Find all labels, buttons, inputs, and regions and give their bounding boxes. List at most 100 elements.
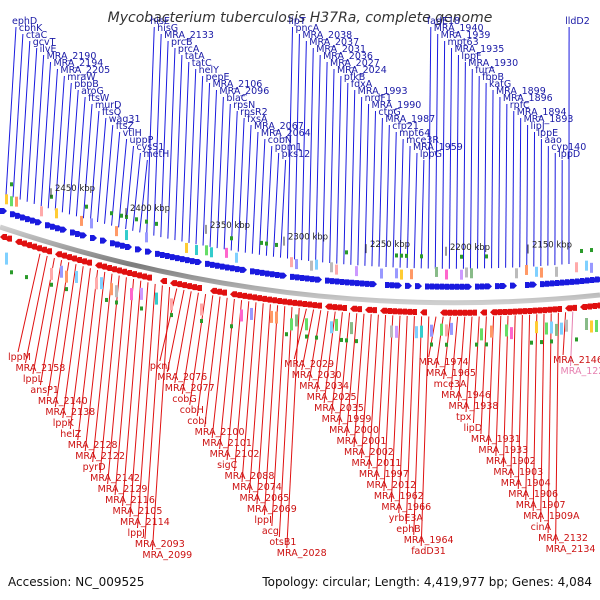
gene-label-forward: MRA_1940 — [434, 23, 484, 34]
gene-label-forward: ftsW — [88, 93, 110, 104]
reverse-arrow — [260, 295, 267, 302]
feature-mark — [560, 322, 563, 335]
gene-label-reverse: MRA_2011 — [351, 458, 401, 469]
gene-label-reverse: tpx — [456, 412, 472, 423]
gene-leader — [104, 124, 114, 224]
reverse-arrow — [300, 301, 307, 307]
reverse-arrow — [455, 309, 462, 316]
gene-leader — [181, 61, 190, 242]
reverse-arrow — [465, 309, 472, 316]
gene-label-forward: vtlH — [123, 128, 142, 139]
gene-leader — [226, 300, 243, 461]
reverse-arrow — [175, 281, 182, 288]
gene-label-reverse: MRA_1909A — [523, 511, 580, 522]
reverse-arrow — [530, 307, 537, 314]
forward-arrow — [60, 226, 67, 233]
feature-mark — [525, 264, 528, 275]
gene-label-reverse: otsB1 — [269, 537, 296, 548]
gene-label-forward: ftsZ — [116, 121, 135, 132]
gene-label-forward: pks12 — [282, 149, 311, 160]
gene-leader — [390, 315, 401, 503]
gene-label-reverse: MRA_2102 — [210, 449, 260, 460]
gene-label-reverse: lipD — [463, 423, 482, 434]
gene-label-forward: gcvT — [33, 37, 56, 48]
gene-leader — [230, 110, 238, 251]
gene-leader — [375, 314, 387, 481]
gene-leader — [256, 304, 271, 505]
gene-label-forward: helY — [199, 65, 220, 76]
gene-label-forward: MRA_2027 — [330, 58, 380, 69]
backbone-arc — [0, 224, 600, 306]
gene-label-reverse: MRA_2012 — [366, 480, 416, 491]
reverse-arrow — [235, 292, 242, 299]
gene-leader — [136, 283, 156, 529]
gene-label-reverse: MRA_122 — [561, 366, 600, 377]
gene-label-forward: MRA_2067 — [254, 121, 304, 132]
feature-mark — [115, 285, 118, 298]
feature-mark — [155, 292, 158, 305]
gene-label-reverse: MRA_1933 — [478, 445, 528, 456]
reverse-arrow — [215, 288, 222, 295]
feature-mark — [10, 270, 13, 275]
forward-gene-leaders — [5, 26, 570, 269]
gene-leader — [510, 315, 516, 479]
feature-mark — [355, 266, 358, 277]
feature-mark — [290, 318, 293, 331]
reverse-arrow — [145, 274, 152, 281]
gene-leader — [495, 315, 502, 457]
gene-label-reverse: MRA_2129 — [98, 484, 148, 495]
feature-mark — [585, 317, 588, 330]
gene-label-reverse: MRA_1997 — [359, 469, 409, 480]
accession-text: Accession: NC_009525 — [8, 575, 144, 589]
forward-arrow — [370, 281, 377, 288]
gene-leader — [107, 277, 127, 485]
gene-label-reverse: MRA_2140 — [38, 396, 88, 407]
reverse-arrow — [565, 305, 572, 312]
gene-leader — [346, 313, 358, 437]
feature-mark — [95, 277, 98, 290]
forward-arrow — [315, 276, 322, 283]
gene-leader — [167, 47, 176, 239]
gene-label-forward: MRA_2194 — [53, 58, 103, 69]
gene-label-forward: lipT — [289, 16, 306, 27]
gene-leader — [62, 266, 84, 419]
reverse-arrow — [305, 301, 312, 308]
feature-mark — [585, 260, 588, 271]
gene-leader — [329, 68, 335, 264]
reverse-arrow — [140, 273, 147, 280]
gene-label-forward: hisG — [157, 23, 178, 34]
gene-label-reverse: mce3A — [434, 379, 467, 390]
feature-mark — [100, 277, 103, 290]
reverse-arrow — [590, 303, 597, 310]
gene-leader — [188, 68, 197, 243]
gene-leader — [174, 291, 192, 384]
reverse-arrow — [460, 309, 467, 316]
reverse-arrow — [255, 295, 262, 302]
gene-label-reverse: MRA_1966 — [381, 502, 431, 513]
gene-label-forward: MRA_1987 — [385, 114, 435, 125]
feature-mark — [410, 269, 413, 280]
gene-label-reverse: MRA_1965 — [426, 368, 476, 379]
reverse-arrow — [370, 307, 377, 314]
gene-leader — [547, 313, 552, 534]
gene-label-forward: mraW — [67, 72, 96, 83]
gene-label-forward: MRA_2064 — [261, 128, 311, 139]
gene-label-forward: cyp140 — [551, 142, 586, 153]
reverse-arrow — [195, 285, 202, 292]
gene-leader — [202, 82, 211, 246]
gene-leader — [413, 152, 418, 269]
feature-mark — [465, 267, 468, 278]
feature-mark — [480, 328, 483, 341]
gene-label-reverse: MRA_2028 — [277, 548, 327, 559]
gene-leader — [204, 296, 221, 428]
feature-mark — [390, 325, 393, 338]
gene-label-forward: aao — [544, 135, 562, 146]
gene-label-forward: cbhK — [19, 23, 43, 34]
feature-mark — [460, 254, 463, 259]
feature-mark — [405, 253, 408, 258]
reverse-arrow — [570, 304, 577, 311]
gene-leader — [427, 26, 432, 269]
gene-leader — [114, 278, 135, 496]
gene-leader — [263, 305, 279, 516]
